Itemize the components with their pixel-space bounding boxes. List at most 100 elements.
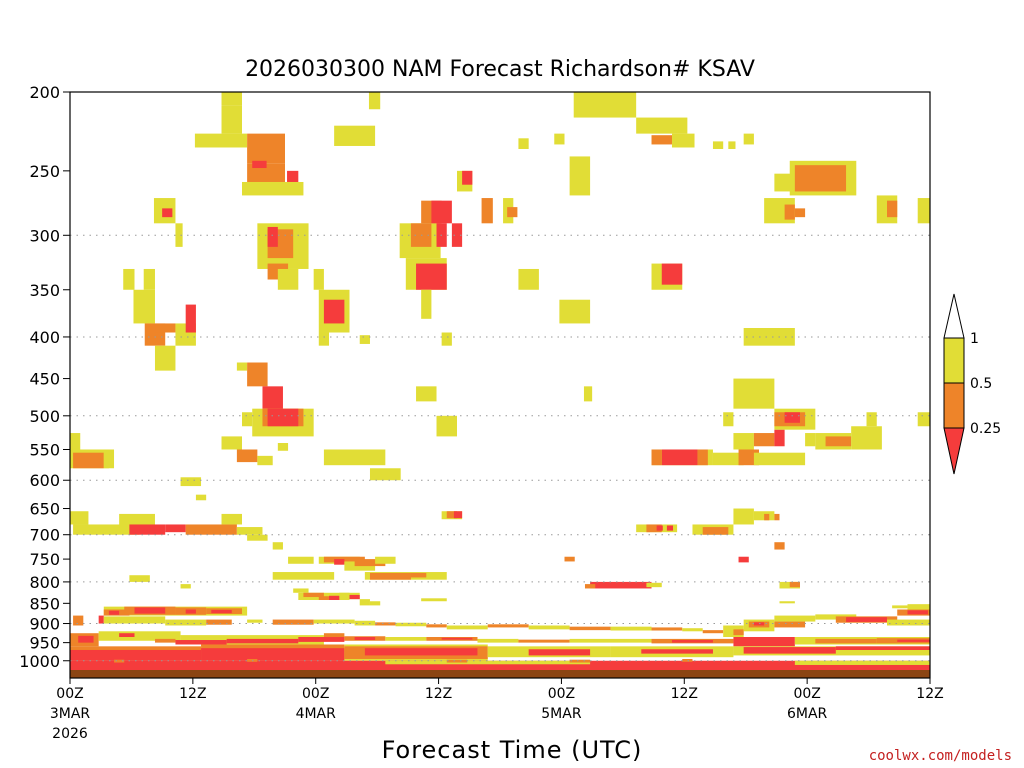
heatmap-cell: [728, 141, 736, 149]
heatmap-cell: [753, 452, 806, 466]
credit-text: coolwx.com/models: [869, 748, 1012, 764]
heatmap-cell: [794, 208, 806, 218]
heatmap-cell: [385, 637, 427, 641]
heatmap-cell: [369, 572, 411, 580]
heatmap-cell: [221, 436, 242, 450]
heatmap-cell: [354, 620, 376, 626]
heatmap-cell: [672, 640, 713, 643]
y-tick-label: 650: [29, 500, 60, 519]
heatmap-cell: [154, 323, 176, 333]
heatmap-cell: [242, 181, 304, 196]
heatmap-cell: [129, 524, 166, 535]
heatmap-cell: [73, 615, 84, 626]
heatmap-cell: [272, 619, 314, 625]
heatmap-cell: [103, 449, 115, 469]
heatmap-cell: [518, 268, 539, 290]
x-tick-label: 12Z: [425, 686, 452, 702]
heatmap-cell: [98, 615, 104, 624]
y-tick-label: 500: [29, 407, 60, 426]
heatmap-cell: [436, 415, 457, 437]
heatmap-cell: [426, 624, 447, 628]
y-tick-label: 450: [29, 370, 60, 389]
heatmap-cell: [738, 556, 749, 563]
heatmap-cell: [226, 638, 299, 644]
heatmap-cell: [584, 584, 596, 589]
heatmap-cell: [646, 582, 662, 588]
y-tick-label: 250: [29, 162, 60, 181]
heatmap-cell: [446, 625, 488, 630]
x-tick-label: 12Z: [916, 686, 943, 702]
heatmap-cell: [743, 133, 754, 145]
heatmap-cell: [784, 204, 795, 220]
heatmap-cell: [743, 328, 795, 346]
heatmap-cell: [313, 268, 324, 290]
ground-strip: [70, 670, 930, 678]
heatmap-cell: [651, 627, 683, 631]
heatmap-cell: [702, 527, 729, 535]
heatmap-cell: [573, 92, 637, 118]
heatmap-cell: [221, 105, 242, 134]
heatmap-cell: [78, 635, 94, 643]
heatmap-cell: [583, 386, 593, 402]
heatmap-cell: [206, 619, 232, 625]
colorbar-legend: 1 0.5 0.25: [943, 293, 1001, 475]
heatmap-cell: [323, 299, 345, 324]
heatmap-cell: [528, 649, 591, 656]
heatmap-cell: [733, 378, 775, 409]
heatmap-cell: [175, 223, 183, 247]
heatmap-cell: [119, 633, 135, 638]
heatmap-cell: [165, 524, 186, 533]
heatmap-cell: [446, 659, 468, 663]
legend-swatch-orange: [943, 382, 965, 429]
dotted-gridlines: [70, 234, 930, 662]
heatmap-cell: [590, 581, 652, 589]
heatmap-cell: [569, 626, 611, 631]
time-axis: 00Z 3MAR 2026 12Z 00Z 4MAR 12Z 00Z 5MAR 12Z 00Z 6MA…: [50, 678, 944, 742]
heatmap-cell: [453, 511, 463, 519]
heatmap-cell: [247, 362, 268, 387]
heatmap-cell: [733, 508, 754, 525]
heatmap-cell: [892, 605, 908, 609]
heatmap-cell: [303, 592, 324, 598]
heatmap-cell: [119, 513, 155, 528]
heatmap-cell: [441, 332, 452, 346]
heatmap-cell: [917, 198, 930, 224]
x-tick-label: 00Z: [793, 686, 820, 702]
heatmap-cell: [108, 610, 120, 615]
heatmap-cell: [887, 200, 898, 218]
heatmap-cell: [835, 646, 930, 650]
heatmap-cell: [277, 268, 299, 290]
y-tick-label: 800: [29, 573, 60, 592]
heatmap-cells: [70, 92, 930, 672]
heatmap-cell: [334, 125, 376, 146]
heatmap-cell: [789, 581, 800, 588]
legend-label: 0.25: [970, 421, 1001, 437]
heatmap-cell: [221, 92, 242, 106]
heatmap-cell: [195, 494, 207, 501]
heatmap-cell: [774, 542, 785, 550]
heatmap-cell: [559, 299, 591, 324]
x-tick-label: 00Z: [56, 686, 83, 702]
heatmap-cell: [70, 511, 89, 525]
heatmap-cell: [133, 289, 155, 324]
heatmap-cell: [646, 524, 662, 533]
x-axis-label: Forecast Time (UTC): [382, 736, 643, 764]
x-tick-year: 2026: [52, 726, 88, 742]
heatmap-cell: [410, 572, 427, 578]
heatmap-cell: [175, 640, 227, 645]
y-tick-label: 1000: [19, 652, 60, 671]
heatmap-cell: [369, 601, 381, 606]
chart-title: 2026030300 NAM Forecast Richardson# KSAV: [245, 57, 755, 82]
heatmap-cell: [712, 141, 724, 149]
heatmap-cell: [897, 639, 930, 642]
heatmap-cell: [441, 637, 473, 640]
heatmap-cell: [395, 622, 427, 627]
heatmap-cell: [528, 625, 570, 630]
x-tick-label: 12Z: [671, 686, 698, 702]
legend-swatch-yellow: [943, 337, 965, 384]
heatmap-cell: [451, 223, 463, 247]
y-tick-label: 700: [29, 526, 60, 545]
heatmap-cell: [288, 556, 314, 564]
heatmap-cell: [723, 412, 734, 427]
